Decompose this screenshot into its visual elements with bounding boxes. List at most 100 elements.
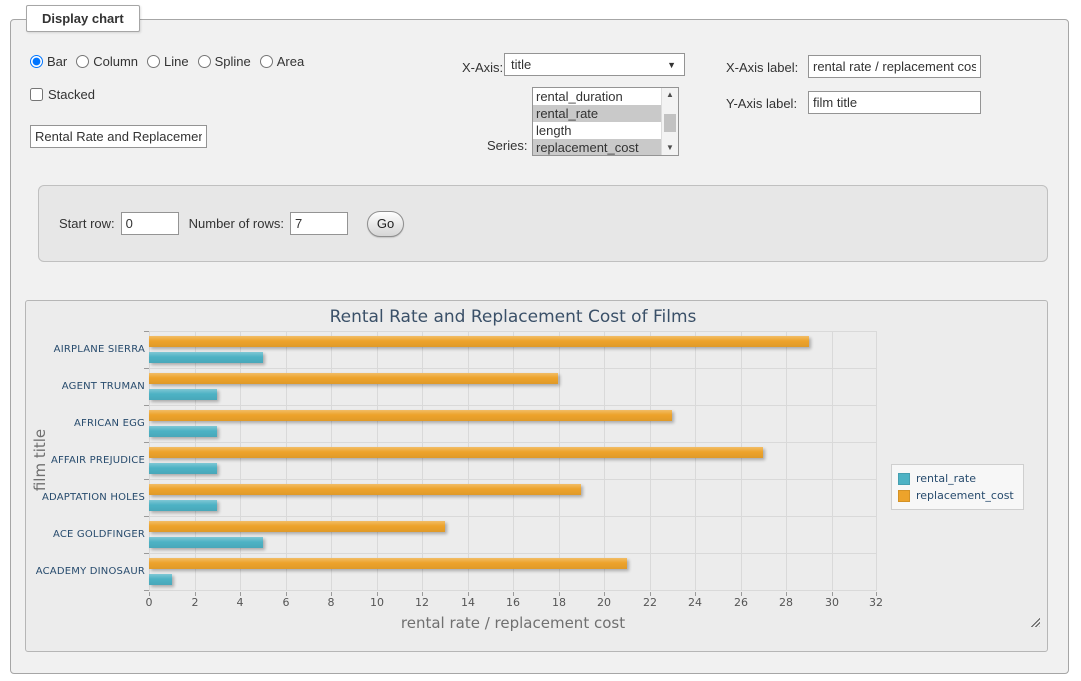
scroll-down-icon[interactable]: ▼ bbox=[662, 141, 678, 155]
category-row bbox=[149, 443, 877, 480]
x-tick-label: 24 bbox=[688, 596, 702, 609]
x-axis-label-input[interactable] bbox=[808, 55, 981, 78]
chart-legend: rental_rate replacement_cost bbox=[891, 464, 1024, 510]
stacked-label: Stacked bbox=[48, 87, 95, 102]
stacked-checkbox[interactable] bbox=[30, 88, 43, 101]
radio-label-bar: Bar bbox=[47, 54, 67, 69]
series-option-rental_duration[interactable]: rental_duration bbox=[533, 88, 661, 105]
x-tick-label: 0 bbox=[146, 596, 153, 609]
legend-swatch-icon bbox=[898, 490, 910, 502]
legend-item-replacement_cost[interactable]: replacement_cost bbox=[898, 487, 1014, 504]
row-range-panel: Start row: Number of rows: Go bbox=[38, 185, 1048, 262]
series-listbox[interactable]: rental_durationrental_ratelengthreplacem… bbox=[532, 87, 679, 156]
num-rows-input[interactable] bbox=[290, 212, 348, 235]
category-axis-tick bbox=[144, 516, 149, 517]
chevron-down-icon: ▼ bbox=[667, 60, 676, 70]
category-axis-tick bbox=[144, 442, 149, 443]
x-tick-label: 28 bbox=[779, 596, 793, 609]
category-label: AFFAIR PREJUDICE bbox=[30, 442, 145, 479]
category-row bbox=[149, 480, 877, 517]
radio-area[interactable] bbox=[260, 55, 273, 68]
category-label: AGENT TRUMAN bbox=[30, 368, 145, 405]
x-axis-label-label: X-Axis label: bbox=[726, 60, 798, 75]
category-axis-tick bbox=[144, 405, 149, 406]
chart-type-radio-group: Bar Column Line Spline Area bbox=[30, 54, 304, 69]
legend-item-rental_rate[interactable]: rental_rate bbox=[898, 470, 1014, 487]
chart-type-option-column[interactable]: Column bbox=[76, 54, 138, 69]
bar-replacement_cost[interactable] bbox=[149, 336, 809, 347]
category-axis-labels: AIRPLANE SIERRAAGENT TRUMANAFRICAN EGGAF… bbox=[30, 331, 145, 590]
chart-type-option-bar[interactable]: Bar bbox=[30, 54, 67, 69]
radio-label-area: Area bbox=[277, 54, 304, 69]
radio-line[interactable] bbox=[147, 55, 160, 68]
chart-title: Rental Rate and Replacement Cost of Film… bbox=[149, 307, 877, 327]
bar-replacement_cost[interactable] bbox=[149, 521, 445, 532]
stacked-checkbox-row[interactable]: Stacked bbox=[30, 87, 95, 102]
x-tick-label: 30 bbox=[825, 596, 839, 609]
bar-replacement_cost[interactable] bbox=[149, 410, 672, 421]
x-axis-selected-value: title bbox=[511, 57, 531, 72]
bar-rental_rate[interactable] bbox=[149, 574, 172, 585]
bar-replacement_cost[interactable] bbox=[149, 447, 763, 458]
category-label: ADAPTATION HOLES bbox=[30, 479, 145, 516]
x-tick-label: 12 bbox=[415, 596, 429, 609]
bar-rental_rate[interactable] bbox=[149, 463, 217, 474]
radio-column[interactable] bbox=[76, 55, 89, 68]
bar-replacement_cost[interactable] bbox=[149, 373, 558, 384]
chart-type-option-spline[interactable]: Spline bbox=[198, 54, 251, 69]
category-axis-tick bbox=[144, 590, 149, 591]
bar-replacement_cost[interactable] bbox=[149, 484, 581, 495]
x-tick-label: 32 bbox=[869, 596, 883, 609]
x-axis-select[interactable]: title ▼ bbox=[504, 53, 685, 76]
series-option-rental_rate[interactable]: rental_rate bbox=[533, 105, 661, 122]
x-tick-label: 10 bbox=[370, 596, 384, 609]
legend-label: replacement_cost bbox=[916, 489, 1014, 502]
bar-replacement_cost[interactable] bbox=[149, 558, 627, 569]
x-axis-select-label: X-Axis: bbox=[462, 60, 503, 75]
start-row-input[interactable] bbox=[121, 212, 179, 235]
fieldset-legend: Display chart bbox=[26, 5, 140, 32]
radio-label-column: Column bbox=[93, 54, 138, 69]
radio-bar[interactable] bbox=[30, 55, 43, 68]
category-row bbox=[149, 554, 877, 591]
x-tick-label: 6 bbox=[283, 596, 290, 609]
legend-label: rental_rate bbox=[916, 472, 976, 485]
radio-spline[interactable] bbox=[198, 55, 211, 68]
series-option-length[interactable]: length bbox=[533, 122, 661, 139]
x-tick-label: 4 bbox=[237, 596, 244, 609]
y-axis-label-input[interactable] bbox=[808, 91, 981, 114]
y-axis-label-label: Y-Axis label: bbox=[726, 96, 797, 111]
bar-rental_rate[interactable] bbox=[149, 500, 217, 511]
num-rows-label: Number of rows: bbox=[189, 216, 284, 231]
category-label: ACE GOLDFINGER bbox=[30, 516, 145, 553]
category-axis-tick bbox=[144, 553, 149, 554]
category-row bbox=[149, 369, 877, 406]
category-axis-tick bbox=[144, 368, 149, 369]
x-tick-label: 16 bbox=[506, 596, 520, 609]
x-tick-label: 14 bbox=[461, 596, 475, 609]
chart-title-input[interactable] bbox=[30, 125, 207, 148]
bar-rental_rate[interactable] bbox=[149, 426, 217, 437]
x-tick-label: 2 bbox=[192, 596, 199, 609]
bar-rental_rate[interactable] bbox=[149, 537, 263, 548]
bar-rental_rate[interactable] bbox=[149, 389, 217, 400]
scrollbar-thumb[interactable] bbox=[664, 114, 676, 132]
series-option-replacement_cost[interactable]: replacement_cost bbox=[533, 139, 661, 155]
category-row bbox=[149, 406, 877, 443]
x-axis-ticks: 02468101214161820222426283032 bbox=[149, 596, 877, 610]
bar-rental_rate[interactable] bbox=[149, 352, 263, 363]
go-button[interactable]: Go bbox=[367, 211, 404, 237]
series-listbox-options: rental_durationrental_ratelengthreplacem… bbox=[533, 88, 661, 155]
series-listbox-scrollbar[interactable]: ▲ ▼ bbox=[661, 88, 678, 155]
chart-type-option-line[interactable]: Line bbox=[147, 54, 189, 69]
category-label: AIRPLANE SIERRA bbox=[30, 331, 145, 368]
x-tick-label: 20 bbox=[597, 596, 611, 609]
category-axis-tick bbox=[144, 331, 149, 332]
radio-label-spline: Spline bbox=[215, 54, 251, 69]
category-label: AFRICAN EGG bbox=[30, 405, 145, 442]
plot-area bbox=[149, 331, 877, 591]
resize-handle[interactable] bbox=[1029, 616, 1040, 627]
scroll-up-icon[interactable]: ▲ bbox=[662, 88, 678, 102]
chart-type-option-area[interactable]: Area bbox=[260, 54, 304, 69]
chart-container: Rental Rate and Replacement Cost of Film… bbox=[25, 300, 1048, 652]
